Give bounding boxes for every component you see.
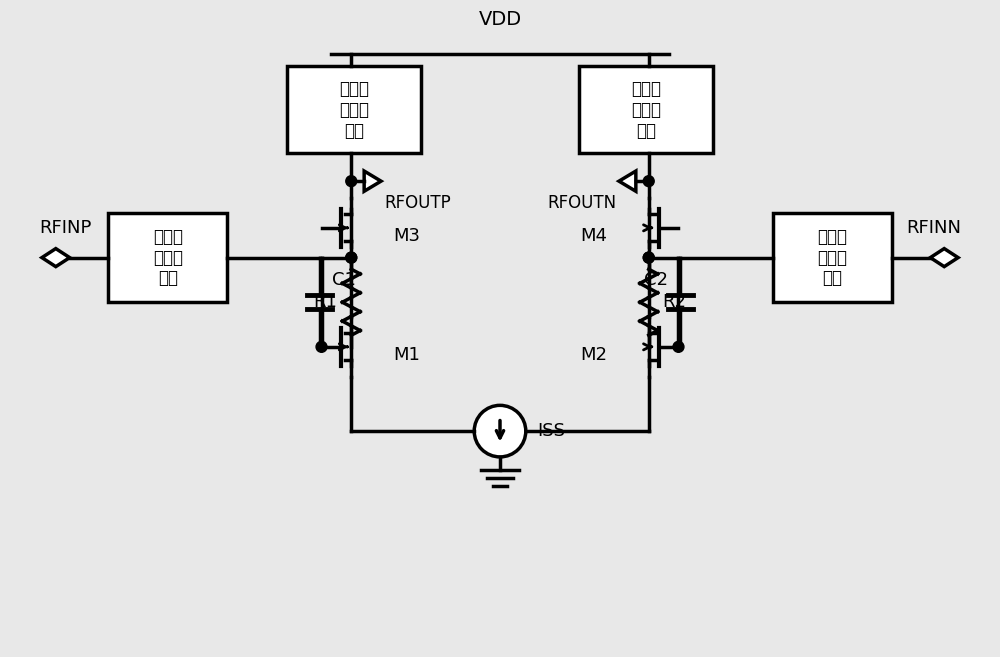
Text: RFINP: RFINP [39, 219, 91, 237]
Bar [287, 66, 421, 154]
Polygon shape [364, 171, 381, 191]
Text: M3: M3 [393, 227, 420, 245]
Text: 第二输
出负载
网络: 第二输 出负载 网络 [631, 80, 661, 140]
Text: M2: M2 [580, 346, 607, 364]
Text: ISS: ISS [538, 422, 566, 440]
Bar [579, 66, 713, 154]
Text: C2: C2 [644, 271, 668, 290]
Text: 第一输
出负载
网络: 第一输 出负载 网络 [339, 80, 369, 140]
Text: R2: R2 [663, 293, 687, 311]
Text: RFOUTP: RFOUTP [384, 194, 451, 212]
Bar [108, 213, 227, 302]
Polygon shape [930, 248, 958, 267]
Circle shape [643, 252, 654, 263]
Text: RFOUTN: RFOUTN [547, 194, 616, 212]
Circle shape [316, 342, 327, 352]
Text: VDD: VDD [478, 10, 522, 29]
Bar [773, 213, 892, 302]
Circle shape [673, 342, 684, 352]
Circle shape [346, 252, 357, 263]
Circle shape [643, 175, 654, 187]
Circle shape [346, 252, 357, 263]
Polygon shape [42, 248, 70, 267]
Circle shape [346, 175, 357, 187]
Text: 第一输
入匹配
网络: 第一输 入匹配 网络 [153, 228, 183, 287]
Circle shape [474, 405, 526, 457]
Polygon shape [619, 171, 636, 191]
Text: C1: C1 [332, 271, 356, 290]
Text: RFINN: RFINN [906, 219, 961, 237]
Text: M1: M1 [393, 346, 420, 364]
Circle shape [643, 252, 654, 263]
Text: M4: M4 [580, 227, 607, 245]
Text: R1: R1 [314, 293, 337, 311]
Text: 第二输
入匹配
网络: 第二输 入匹配 网络 [817, 228, 847, 287]
